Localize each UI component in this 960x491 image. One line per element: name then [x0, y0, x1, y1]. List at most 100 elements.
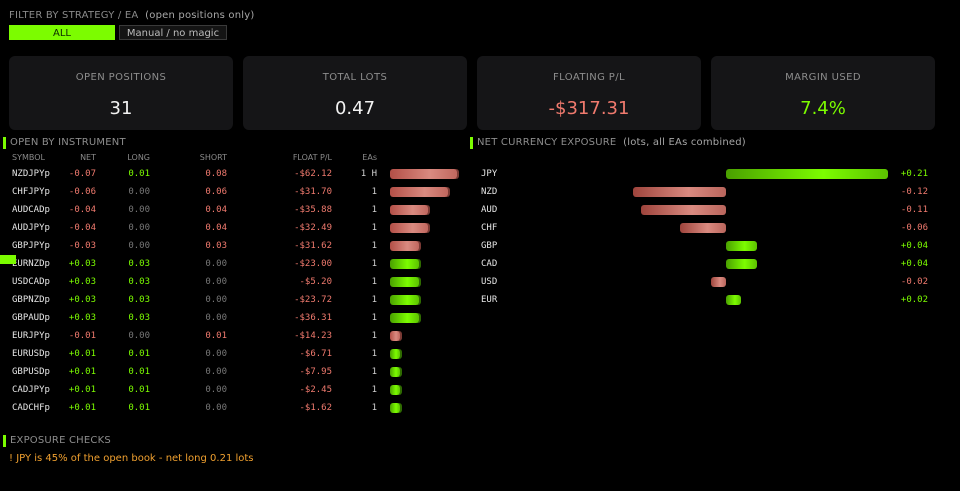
net-cell: -0.03	[68, 241, 96, 251]
net-exposure-bar	[390, 223, 429, 233]
table-row[interactable]: GBPAUDp +0.03 0.03 0.00 -$36.31 1	[12, 309, 464, 327]
net-cell: +0.01	[68, 385, 96, 395]
card-total-lots: TOTAL LOTS 0.47	[243, 56, 467, 130]
long-cell: 0.01	[128, 367, 150, 377]
table-header: SYMBOL NET LONG SHORT FLOAT P/L EAs	[12, 151, 464, 165]
currency-exposure-value: +0.04	[900, 259, 928, 269]
long-cell: 0.01	[128, 349, 150, 359]
net-exposure-bar	[390, 349, 400, 359]
eas-cell: 1	[371, 403, 377, 413]
net-exposure-bar	[390, 205, 429, 215]
net-cell: -0.07	[68, 169, 96, 179]
table-row[interactable]: AUDJPYp -0.04 0.00 0.04 -$32.49 1	[12, 219, 464, 237]
currency-code: EUR	[481, 295, 498, 305]
card-label: TOTAL LOTS	[322, 72, 388, 83]
short-cell: 0.00	[205, 259, 227, 269]
summary-cards: OPEN POSITIONS 31 TOTAL LOTS 0.47 FLOATI…	[9, 56, 935, 130]
currency-exposure-value: -0.12	[900, 187, 928, 197]
currency-exposure-list: JPY +0.21 NZD -0.12 AUD -0.11 CHF -0.06 GBP +0.04…	[481, 165, 936, 309]
header-eas: EAs	[362, 153, 377, 162]
header-float-pl: FLOAT P/L	[292, 153, 332, 162]
currency-exposure-bar	[679, 223, 726, 233]
long-cell: 0.01	[128, 169, 150, 179]
table-row[interactable]: EURNZDp +0.03 0.03 0.00 -$23.00 1	[12, 255, 464, 273]
card-floating-pl: FLOATING P/L -$317.31	[477, 56, 701, 130]
net-cell: -0.06	[68, 187, 96, 197]
long-cell: 0.00	[128, 223, 150, 233]
instrument-table: SYMBOL NET LONG SHORT FLOAT P/L EAs NZDJ…	[12, 151, 464, 417]
float-pl-cell: -$31.70	[294, 187, 332, 197]
filter-title-text: FILTER BY STRATEGY / EA	[9, 10, 139, 21]
symbol-cell: USDCADp	[12, 277, 50, 287]
table-row[interactable]: GBPUSDp +0.01 0.01 0.00 -$7.95 1	[12, 363, 464, 381]
currency-code: JPY	[481, 169, 498, 179]
long-cell: 0.00	[128, 205, 150, 215]
currency-exposure-value: +0.04	[900, 241, 928, 251]
section-title: NET CURRENCY EXPOSURE	[477, 137, 617, 148]
table-row[interactable]: EURUSDp +0.01 0.01 0.00 -$6.71 1	[12, 345, 464, 363]
table-body: NZDJPYp -0.07 0.01 0.08 -$62.12 1 H CHFJPYp -0.…	[12, 165, 464, 417]
table-row[interactable]: GBPNZDp +0.03 0.03 0.00 -$23.72 1	[12, 291, 464, 309]
net-cell: +0.01	[68, 349, 96, 359]
net-exposure-bar	[390, 367, 400, 377]
net-exposure-bar	[390, 241, 419, 251]
symbol-cell: EURUSDp	[12, 349, 50, 359]
short-cell: 0.03	[205, 241, 227, 251]
table-row[interactable]: CADCHFp +0.01 0.01 0.00 -$1.62 1	[12, 399, 464, 417]
long-cell: 0.03	[128, 295, 150, 305]
card-value: 31	[109, 98, 133, 119]
section-open-by-instrument: OPEN BY INSTRUMENT	[3, 137, 126, 149]
net-cell: -0.04	[68, 205, 96, 215]
table-row[interactable]: CADJPYp +0.01 0.01 0.00 -$2.45 1	[12, 381, 464, 399]
symbol-cell: AUDCADp	[12, 205, 50, 215]
net-cell: +0.01	[68, 403, 96, 413]
table-row[interactable]: NZDJPYp -0.07 0.01 0.08 -$62.12 1 H	[12, 165, 464, 183]
symbol-cell: EURJPYp	[12, 331, 50, 341]
float-pl-cell: -$5.20	[299, 277, 332, 287]
net-exposure-bar	[390, 277, 419, 287]
currency-exposure-bar	[726, 259, 757, 269]
short-cell: 0.00	[205, 349, 227, 359]
long-cell: 0.01	[128, 385, 150, 395]
currency-code: CHF	[481, 223, 498, 233]
filter-manual-button[interactable]: Manual / no magic	[119, 25, 227, 40]
net-exposure-bar	[390, 169, 458, 179]
symbol-cell: GBPJPYp	[12, 241, 50, 251]
header-long: LONG	[127, 153, 150, 162]
table-row[interactable]: CHFJPYp -0.06 0.00 0.06 -$31.70 1	[12, 183, 464, 201]
table-row[interactable]: EURJPYp -0.01 0.00 0.01 -$14.23 1	[12, 327, 464, 345]
symbol-cell: AUDJPYp	[12, 223, 50, 233]
net-cell: +0.01	[68, 367, 96, 377]
eas-cell: 1 H	[360, 169, 377, 179]
currency-row: CAD +0.04	[481, 255, 936, 273]
eas-cell: 1	[371, 223, 377, 233]
float-pl-cell: -$35.88	[294, 205, 332, 215]
filter-all-button[interactable]: ALL	[9, 25, 115, 40]
currency-exposure-value: -0.11	[900, 205, 928, 215]
eas-cell: 1	[371, 331, 377, 341]
table-row[interactable]: AUDCADp -0.04 0.00 0.04 -$35.88 1	[12, 201, 464, 219]
float-pl-cell: -$14.23	[294, 331, 332, 341]
section-title: OPEN BY INSTRUMENT	[10, 137, 126, 148]
currency-code: NZD	[481, 187, 498, 197]
table-row[interactable]: USDCADp +0.03 0.03 0.00 -$5.20 1	[12, 273, 464, 291]
net-exposure-bar	[390, 331, 400, 341]
eas-cell: 1	[371, 349, 377, 359]
float-pl-cell: -$1.62	[299, 403, 332, 413]
eas-cell: 1	[371, 205, 377, 215]
currency-exposure-bar	[633, 187, 726, 197]
symbol-cell: CADJPYp	[12, 385, 50, 395]
card-open-positions: OPEN POSITIONS 31	[9, 56, 233, 130]
table-row[interactable]: GBPJPYp -0.03 0.00 0.03 -$31.62 1	[12, 237, 464, 255]
symbol-cell: EURNZDp	[12, 259, 50, 269]
currency-code: AUD	[481, 205, 498, 215]
currency-exposure-value: -0.06	[900, 223, 928, 233]
net-cell: +0.03	[68, 313, 96, 323]
card-label: MARGIN USED	[785, 72, 861, 83]
card-label: OPEN POSITIONS	[75, 72, 167, 83]
section-hint: (lots, all EAs combined)	[623, 137, 746, 148]
currency-row: NZD -0.12	[481, 183, 936, 201]
currency-exposure-bar	[726, 241, 757, 251]
filter-title: FILTER BY STRATEGY / EA (open positions …	[9, 10, 254, 21]
eas-cell: 1	[371, 277, 377, 287]
